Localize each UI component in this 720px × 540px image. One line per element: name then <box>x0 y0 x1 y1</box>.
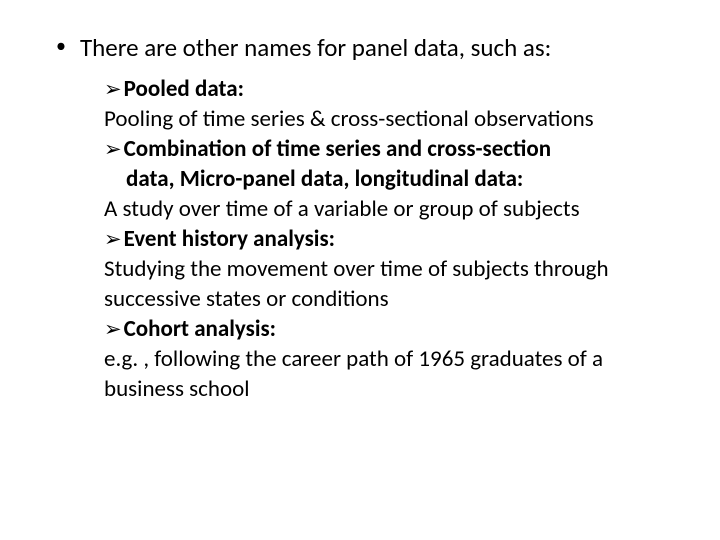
bullet-text: There are other names for panel data, su… <box>80 32 551 64</box>
bullet-marker: • <box>56 32 66 60</box>
item-heading: Event history analysis: <box>124 224 335 254</box>
list-item: ➢ Combination of time series and cross-s… <box>104 134 664 224</box>
item-body: e.g. , following the career path of 1965… <box>104 344 664 404</box>
arrow-icon: ➢ <box>104 224 122 254</box>
sub-list: ➢ Pooled data: Pooling of time series & … <box>104 74 664 404</box>
list-item: ➢ Cohort analysis: e.g. , following the … <box>104 314 664 404</box>
list-item: ➢ Event history analysis: Studying the m… <box>104 224 664 314</box>
item-heading: Combination of time series and cross-sec… <box>124 134 552 164</box>
item-heading: Cohort analysis: <box>124 314 276 344</box>
list-item: ➢ Pooled data: Pooling of time series & … <box>104 74 664 134</box>
item-body: Studying the movement over time of subje… <box>104 254 664 314</box>
arrow-icon: ➢ <box>104 74 122 104</box>
arrow-icon: ➢ <box>104 134 122 164</box>
item-heading: Pooled data: <box>124 74 244 104</box>
slide: • There are other names for panel data, … <box>0 0 720 436</box>
arrow-icon: ➢ <box>104 314 122 344</box>
main-bullet: • There are other names for panel data, … <box>56 32 672 64</box>
item-heading-cont: data, Micro-panel data, longitudinal dat… <box>126 164 664 194</box>
item-body: A study over time of a variable or group… <box>104 194 664 224</box>
item-body: Pooling of time series & cross-sectional… <box>104 104 664 134</box>
